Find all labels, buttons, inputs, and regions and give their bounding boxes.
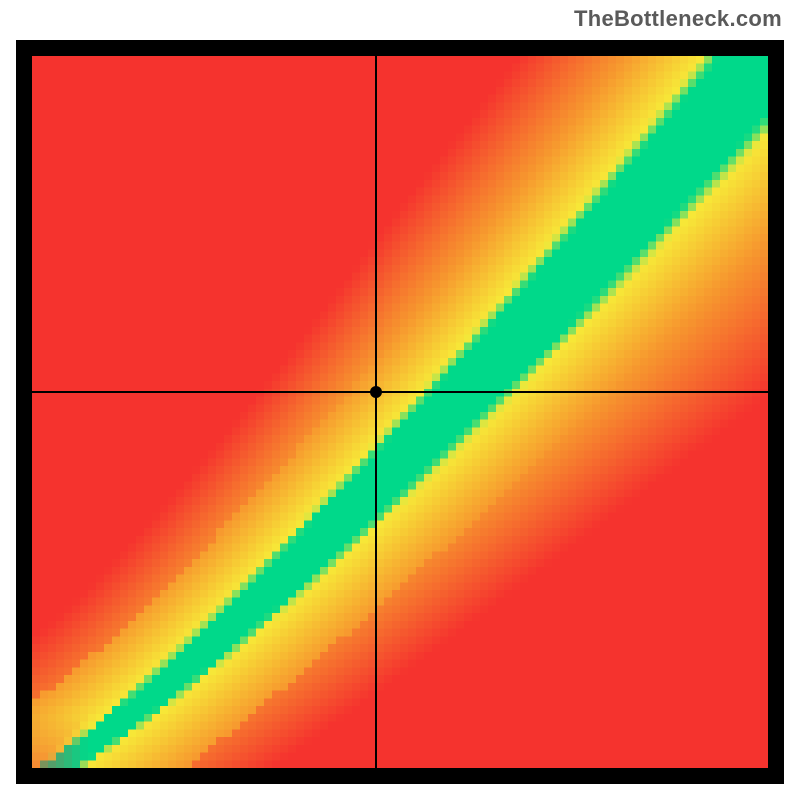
crosshair-horizontal [32,391,768,393]
crosshair-vertical [375,56,377,768]
chart-container: TheBottleneck.com [0,0,800,800]
watermark-text: TheBottleneck.com [574,6,782,32]
bottleneck-heatmap [32,56,768,768]
